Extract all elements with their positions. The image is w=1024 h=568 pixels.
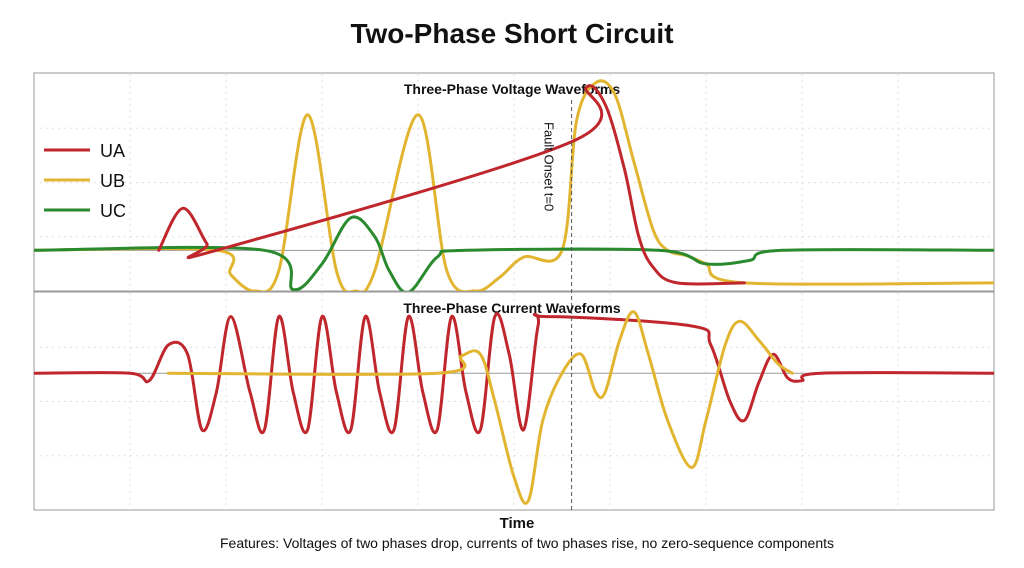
x-axis-label: Time: [499, 515, 535, 532]
current-panel: Three-Phase Current Waveforms: [33, 291, 995, 511]
voltage-panel: Three-Phase Voltage Waveforms UA UB UC: [33, 72, 995, 292]
fault-onset-label: Fault Onset t=0: [542, 122, 557, 211]
voltage-panel-title: Three-Phase Voltage Waveforms: [404, 81, 621, 97]
voltage-series-UC: [34, 215, 994, 291]
current-series-UA: [34, 312, 994, 434]
legend: UA UB UC: [44, 141, 126, 221]
caption: Features: Voltages of two phases drop, c…: [219, 535, 834, 551]
voltage-grid: [34, 74, 994, 291]
legend-label-UC: UC: [100, 201, 126, 221]
current-series-group: [34, 310, 994, 505]
current-series-UB: [166, 310, 794, 505]
voltage-series-group: [34, 79, 994, 291]
chart-title: Two-Phase Short Circuit: [350, 18, 674, 49]
current-grid: [34, 293, 994, 510]
legend-label-UA: UA: [100, 141, 125, 161]
current-panel-title: Three-Phase Current Waveforms: [403, 300, 621, 316]
legend-label-UB: UB: [100, 171, 125, 191]
voltage-series-UA: [157, 84, 746, 286]
